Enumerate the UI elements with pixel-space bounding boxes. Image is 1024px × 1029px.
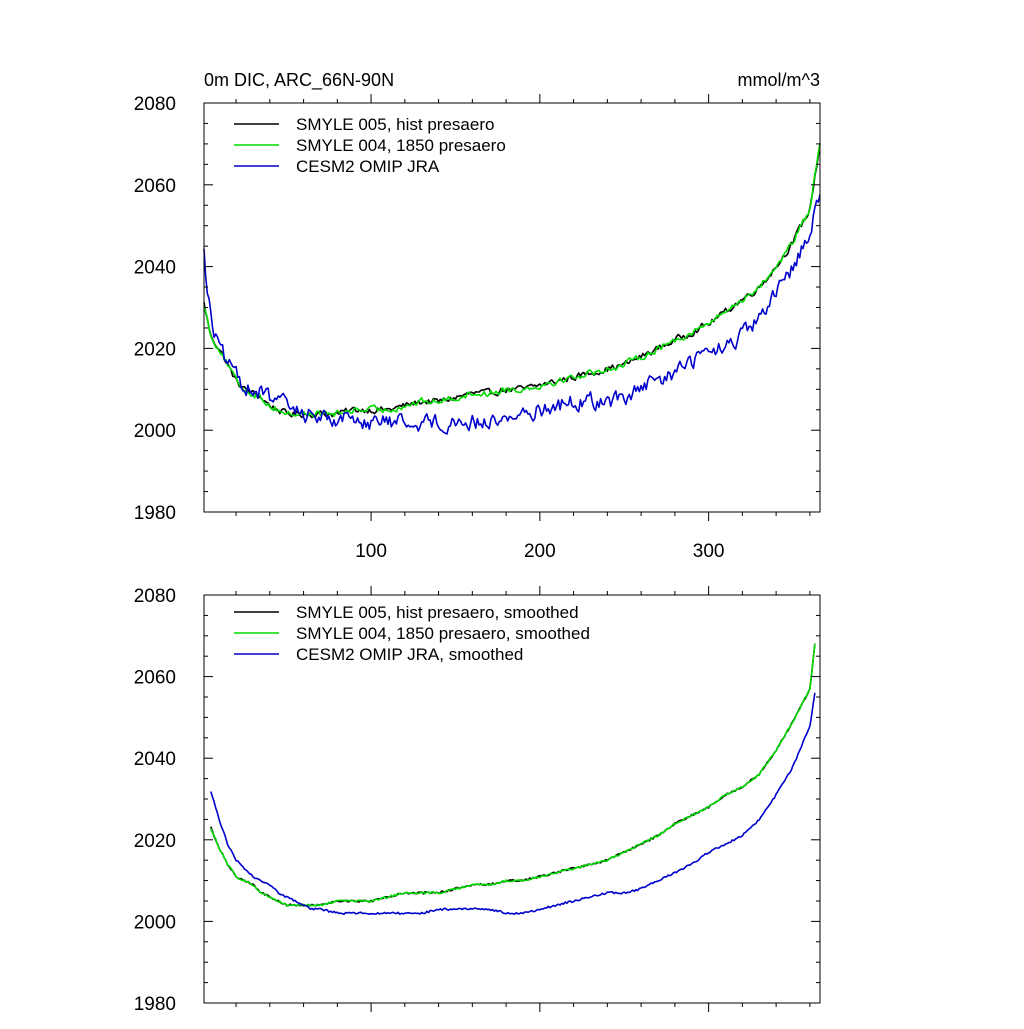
series-line-3 bbox=[210, 692, 816, 915]
chart-units: mmol/m^3 bbox=[738, 70, 820, 90]
y-tick-label: 2060 bbox=[134, 668, 176, 689]
chart-panel-bottom: 1980 2000 2020 2040 2060 2080 SMYLE 005, hist … bbox=[134, 586, 821, 1015]
x-tick-label: 300 bbox=[693, 541, 725, 562]
legend-label: SMYLE 004, 1850 presaero bbox=[296, 136, 506, 155]
y-tick-label: 2040 bbox=[134, 258, 176, 279]
legend-label: CESM2 OMIP JRA bbox=[296, 157, 440, 176]
legend-label: SMYLE 005, hist presaero, smoothed bbox=[296, 603, 579, 622]
legend-label: SMYLE 004, 1850 presaero, smoothed bbox=[296, 624, 590, 643]
y-tick-label: 2000 bbox=[134, 421, 176, 442]
x-tick-label: 200 bbox=[524, 541, 556, 562]
y-tick-label: 2040 bbox=[134, 749, 176, 770]
legend-label: CESM2 OMIP JRA, smoothed bbox=[296, 645, 523, 664]
series-line-2 bbox=[203, 142, 821, 418]
series-line-2 bbox=[210, 643, 816, 907]
y-tick-label: 2020 bbox=[134, 831, 176, 852]
chart-panel-top: 1980 2000 2020 2040 2060 2080 100 200 300 SMYLE 0… bbox=[134, 94, 821, 562]
x-tick-label: 100 bbox=[355, 541, 387, 562]
y-tick-label: 2000 bbox=[134, 912, 176, 933]
y-tick-label: 1980 bbox=[134, 994, 176, 1015]
y-tick-label: 2060 bbox=[134, 176, 176, 197]
y-tick-label: 2020 bbox=[134, 339, 176, 360]
y-tick-label: 1980 bbox=[134, 503, 176, 524]
chart-title: 0m DIC, ARC_66N-90N bbox=[204, 70, 394, 91]
y-tick-label: 2080 bbox=[134, 94, 176, 115]
legend-label: SMYLE 005, hist presaero bbox=[296, 115, 494, 134]
series-line-3 bbox=[203, 194, 821, 435]
y-tick-label: 2080 bbox=[134, 586, 176, 607]
